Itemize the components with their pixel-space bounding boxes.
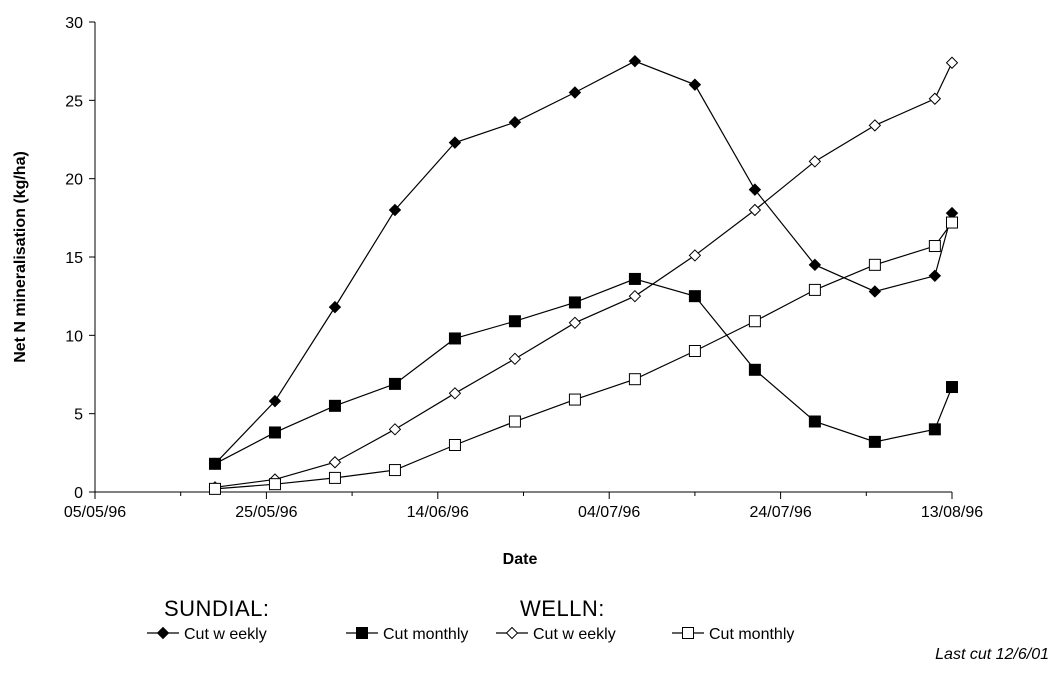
data-point — [928, 92, 942, 105]
series-line — [214, 60, 953, 465]
y-axis-title: Net N mineralisation (kg/ha) — [12, 151, 29, 363]
series-layer — [208, 54, 959, 495]
data-point — [508, 116, 522, 129]
data-point — [328, 471, 341, 484]
data-point — [328, 456, 342, 469]
series-4 — [208, 216, 958, 495]
y-tick-label: 0 — [74, 485, 83, 502]
series-3 — [208, 56, 959, 494]
x-tick-label: 04/07/96 — [578, 504, 640, 521]
y-tick-label: 10 — [65, 328, 83, 345]
series-line — [214, 278, 953, 465]
data-point — [748, 315, 761, 328]
data-point — [688, 345, 701, 357]
data-point — [748, 363, 761, 376]
legend-entry-3: Cut w eekly — [496, 626, 616, 643]
x-tick-label: 13/08/96 — [921, 504, 983, 521]
data-point — [868, 435, 881, 448]
x-axis-title: Date — [503, 551, 538, 568]
data-point — [748, 183, 762, 196]
data-point — [868, 119, 882, 132]
data-point — [568, 316, 582, 330]
legend-label: Cut w eekly — [533, 626, 616, 643]
legend-group-sundial: SUNDIAL: — [164, 596, 270, 621]
data-point — [508, 315, 521, 328]
x-tick-label: 05/05/96 — [64, 504, 126, 521]
data-point — [868, 258, 881, 271]
data-point — [628, 373, 641, 386]
last-cut-note: Last cut 12/6/01 — [935, 646, 1049, 663]
data-point — [946, 381, 958, 394]
legend-group-welln: WELLN: — [520, 596, 605, 621]
data-point — [448, 387, 462, 400]
legend-label: Cut monthly — [383, 626, 468, 643]
legend-marker — [356, 627, 368, 639]
x-tick-label: 14/06/96 — [407, 504, 469, 521]
legend-label: Cut monthly — [709, 626, 794, 643]
y-tick-label: 25 — [65, 93, 83, 110]
data-point — [688, 78, 702, 91]
data-point — [328, 399, 341, 412]
data-point — [388, 423, 402, 436]
legend-entry-2: Cut monthly — [346, 626, 468, 643]
data-point — [448, 439, 461, 451]
data-point — [568, 86, 582, 99]
data-point — [868, 285, 882, 298]
data-point — [328, 300, 342, 314]
data-point — [268, 478, 281, 491]
y-tick-label: 30 — [65, 15, 83, 32]
y-tick-label: 5 — [74, 407, 83, 424]
data-point — [268, 426, 281, 439]
data-point — [688, 249, 702, 262]
plot-area: 0 5 10 15 20 25 30 05/05/96 25/05/96 14/06/96 04/… — [64, 15, 983, 521]
y-tick-label: 20 — [65, 172, 83, 189]
legend: Cut w eekly Cut monthly Cut w eekly Cut mon… — [147, 626, 794, 643]
data-point — [448, 332, 461, 345]
data-point — [808, 415, 821, 428]
data-point — [508, 352, 522, 366]
x-axis-ticks: 05/05/96 25/05/96 14/06/96 04/07/96 24/07/96… — [64, 492, 983, 521]
data-point — [808, 258, 822, 272]
data-point — [568, 393, 581, 406]
legend-entry-1: Cut w eekly — [147, 626, 267, 643]
data-point — [448, 136, 462, 149]
data-point — [208, 457, 221, 470]
data-point — [808, 155, 822, 168]
legend-entry-4: Cut monthly — [672, 626, 794, 643]
legend-label: Cut w eekly — [184, 626, 267, 643]
x-tick-label: 25/05/96 — [235, 504, 297, 521]
data-point — [688, 290, 701, 303]
data-point — [628, 289, 642, 303]
y-tick-label: 15 — [65, 250, 83, 267]
data-point — [388, 203, 402, 217]
data-point — [946, 216, 958, 229]
y-axis-ticks: 0 5 10 15 20 25 30 — [65, 15, 95, 502]
legend-marker — [156, 626, 170, 640]
data-point — [748, 203, 762, 217]
series-1 — [208, 54, 959, 471]
data-point — [928, 423, 941, 436]
series-2 — [208, 272, 958, 470]
legend-marker — [682, 627, 694, 639]
data-point — [208, 482, 221, 495]
data-point — [628, 272, 641, 285]
legend-marker — [505, 626, 519, 640]
data-point — [928, 269, 942, 283]
data-point — [808, 283, 821, 296]
series-line — [214, 222, 953, 490]
data-point — [568, 296, 581, 309]
data-point — [508, 415, 521, 428]
data-point — [268, 394, 282, 408]
x-tick-label: 24/07/96 — [749, 504, 811, 521]
data-point — [388, 377, 401, 390]
data-point — [945, 56, 959, 69]
series-line — [214, 62, 953, 488]
data-point — [628, 54, 642, 68]
data-point — [928, 240, 941, 253]
data-point — [388, 464, 401, 477]
